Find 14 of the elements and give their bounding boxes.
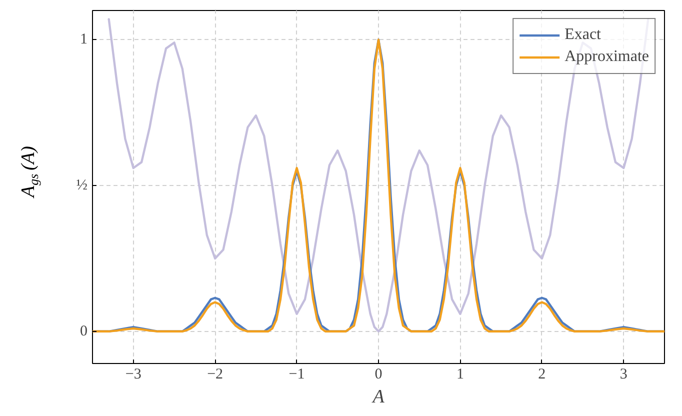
y-tick-label: 0 — [80, 323, 88, 340]
y-tick-label: 1 — [80, 32, 88, 48]
x-tick-label: 0 — [374, 366, 382, 382]
x-tick-label: −1 — [288, 366, 305, 382]
x-tick-label: 1 — [456, 366, 464, 382]
y-axis-title: Ags(A) — [18, 146, 41, 200]
legend-label: Exact — [564, 26, 601, 44]
y-tick-label: ½ — [76, 178, 88, 194]
x-axis-title: A — [370, 386, 385, 408]
x-tick-label: −3 — [125, 366, 142, 382]
x-tick-label: −2 — [207, 366, 224, 382]
x-tick-label: 2 — [538, 366, 546, 382]
legend-label: Approximate — [564, 48, 649, 66]
x-tick-label: 3 — [620, 366, 628, 382]
